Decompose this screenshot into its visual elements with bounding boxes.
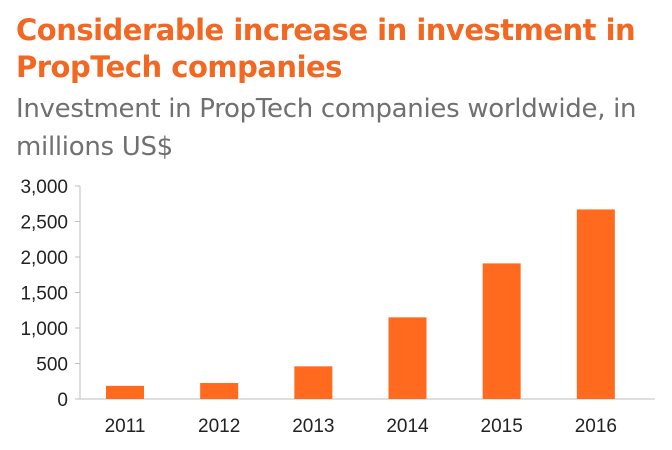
y-tick-label: 2,500 <box>20 213 68 234</box>
bars <box>106 209 615 399</box>
y-tick-label: 0 <box>57 390 68 411</box>
y-tick-label: 2,000 <box>20 248 68 269</box>
x-tick-label: 2013 <box>292 416 334 437</box>
y-tick-label: 3,000 <box>20 177 68 198</box>
bar-2013 <box>294 366 333 399</box>
y-tick-label: 500 <box>36 355 68 376</box>
bar-2016 <box>576 209 615 399</box>
x-tick-label: 2016 <box>575 416 617 437</box>
bar-2011 <box>106 385 144 399</box>
bar-2012 <box>200 383 239 399</box>
chart-subtitle: Investment in PropTech companies worldwi… <box>16 94 637 162</box>
y-tick-label: 1,500 <box>20 284 68 305</box>
x-tick-label: 2012 <box>198 416 240 437</box>
x-tick-label: 2011 <box>105 416 146 437</box>
x-tick-label: 2014 <box>386 416 429 437</box>
x-tick-label: 2015 <box>481 416 523 437</box>
chart-title: Considerable increase in investment in P… <box>16 13 636 84</box>
y-axis-ticks: 0 500 1,000 1,500 2,000 2,500 3,000 <box>20 177 80 411</box>
x-axis-ticks: 2011 2012 2013 2014 2015 2016 <box>105 416 617 437</box>
bar-2014 <box>388 317 427 399</box>
y-tick-label: 1,000 <box>20 319 68 340</box>
bar-2015 <box>482 263 521 399</box>
